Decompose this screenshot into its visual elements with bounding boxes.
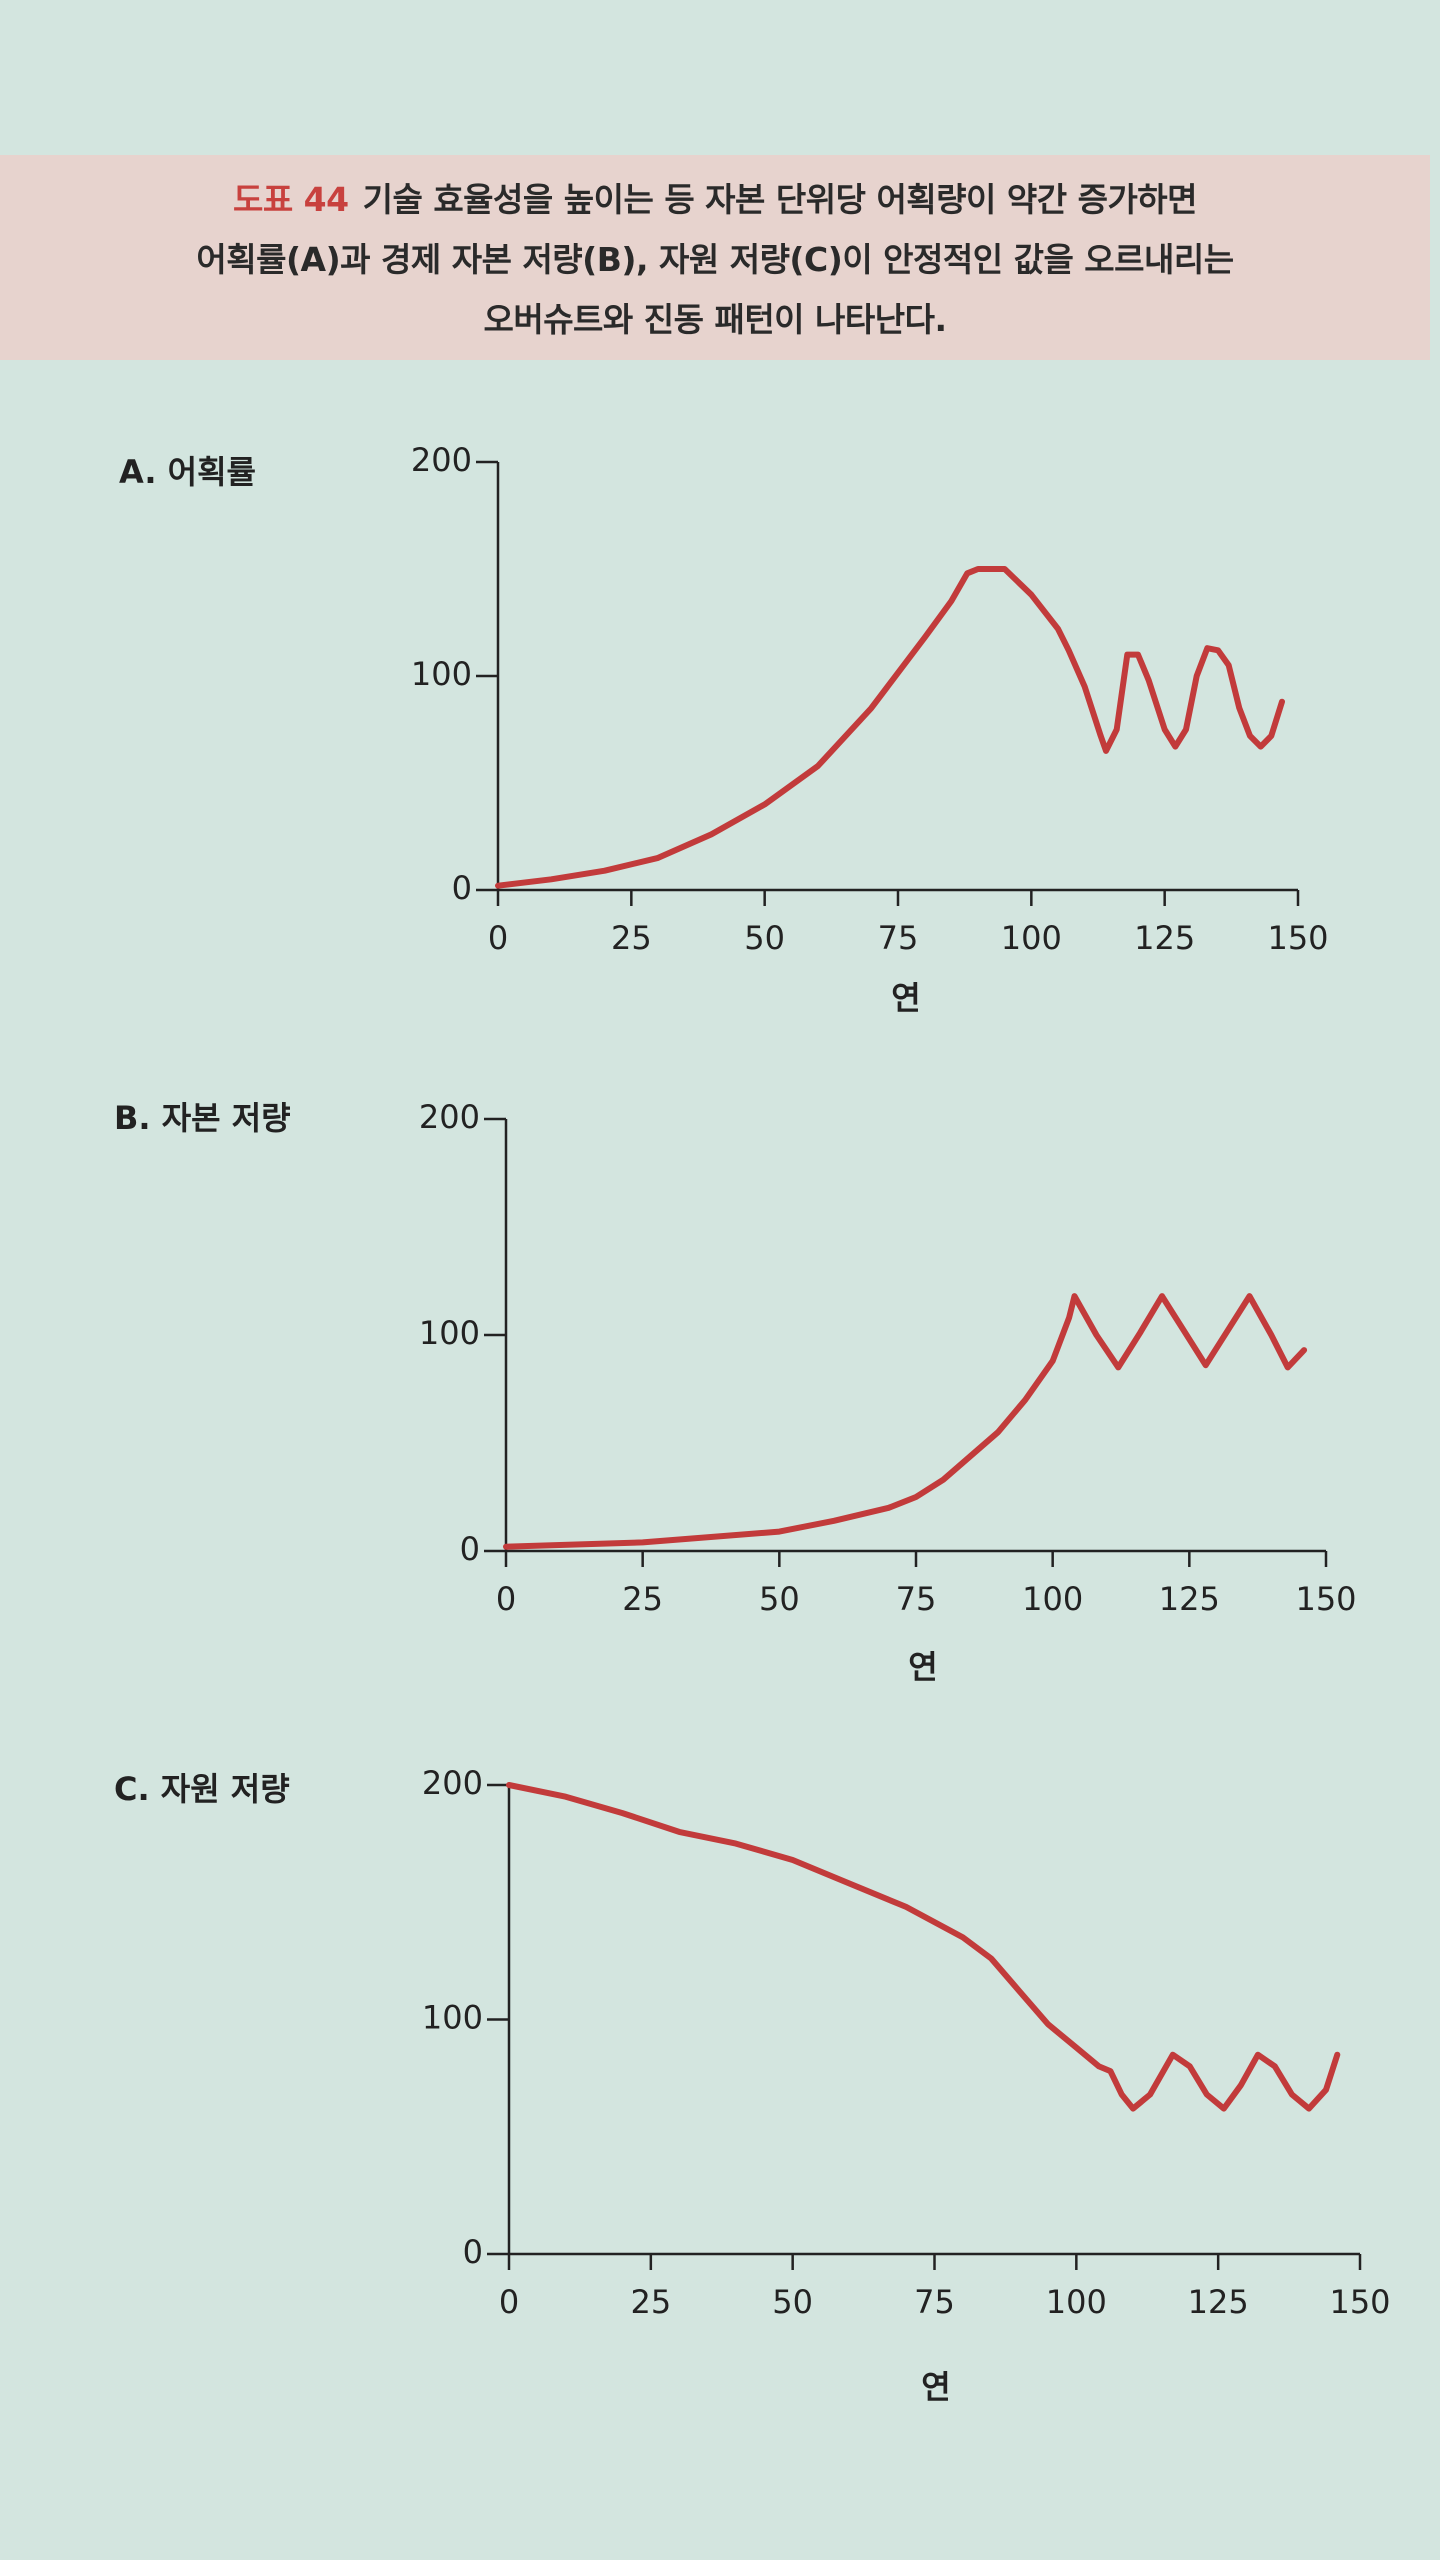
y-tick-label: 0 [452,869,472,907]
x-tick-label: 100 [1046,2283,1107,2321]
y-tick-label: 0 [460,1530,480,1568]
x-tick-label: 150 [1295,1580,1356,1618]
caption-line: 어획률(A)과 경제 자본 저량(B), 자원 저량(C)이 안정적인 값을 오… [196,240,1234,279]
caption-line: 오버슈트와 진동 패턴이 나타난다. [483,300,947,339]
chart-title: B. 자본 저량 [114,1099,291,1137]
x-tick-label: 100 [1022,1580,1083,1618]
x-tick-label: 75 [914,2283,955,2321]
y-tick-label: 100 [411,655,472,693]
x-tick-label: 25 [630,2283,671,2321]
x-tick-label: 75 [896,1580,937,1618]
caption-band: 도표 44 기술 효율성을 높이는 등 자본 단위당 어획량이 약간 증가하면 어… [0,155,1430,360]
caption-text: 기술 효율성을 높이는 등 자본 단위당 어획량이 약간 증가하면 [362,180,1198,219]
x-tick-label: 25 [611,919,652,957]
data-line [506,1782,1341,2112]
x-tick-label: 0 [499,2283,519,2321]
caption-line: 도표 44 기술 효율성을 높이는 등 자본 단위당 어획량이 약간 증가하면 [0,173,1430,221]
x-tick-label: 150 [1267,919,1328,957]
chart-title: C. 자원 저량 [114,1770,290,1808]
y-tick-label: 200 [422,1764,483,1802]
y-tick-label: 200 [411,441,472,479]
x-axis-label: 연 [921,2368,950,2406]
x-tick-label: 125 [1159,1580,1220,1618]
y-tick-label: 100 [422,1999,483,2037]
x-tick-label: 150 [1329,2283,1390,2321]
y-tick-label: 200 [419,1098,480,1136]
x-tick-label: 0 [496,1580,516,1618]
x-tick-label: 125 [1134,919,1195,957]
x-axis-label: 연 [908,1648,937,1686]
x-tick-label: 50 [744,919,785,957]
y-tick-label: 100 [419,1314,480,1352]
chart-title: A. 어획률 [119,453,256,491]
x-tick-label: 25 [622,1580,663,1618]
y-tick-label: 0 [463,2233,483,2271]
x-tick-label: 50 [759,1580,800,1618]
data-line [495,566,1285,889]
x-tick-label: 75 [878,919,919,957]
x-tick-label: 125 [1188,2283,1249,2321]
x-tick-label: 100 [1001,919,1062,957]
x-tick-label: 50 [772,2283,813,2321]
figure-number: 도표 44 [232,180,349,219]
x-axis-label: 연 [891,979,920,1017]
data-line [503,1293,1308,1550]
x-tick-label: 0 [488,919,508,957]
